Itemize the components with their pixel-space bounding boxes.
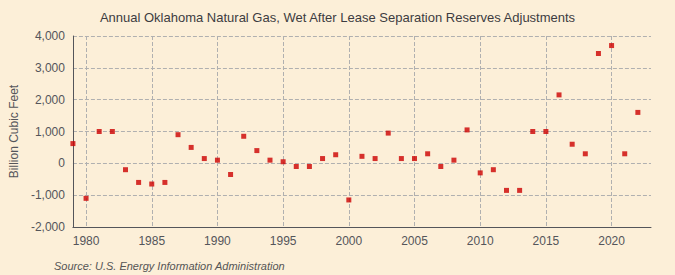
svg-text:2005: 2005 [401, 234, 428, 248]
svg-text:-2,000: -2,000 [31, 220, 65, 234]
svg-text:3,000: 3,000 [35, 61, 65, 75]
svg-text:2010: 2010 [467, 234, 494, 248]
svg-text:2,000: 2,000 [35, 93, 65, 107]
svg-text:2000: 2000 [335, 234, 362, 248]
svg-text:1990: 1990 [204, 234, 231, 248]
svg-text:Billion Cubic Feet: Billion Cubic Feet [7, 84, 21, 178]
svg-text:2020: 2020 [598, 234, 625, 248]
svg-text:1995: 1995 [270, 234, 297, 248]
svg-text:-1,000: -1,000 [31, 188, 65, 202]
svg-text:1980: 1980 [73, 234, 100, 248]
svg-text:Source: U.S. Energy Informatio: Source: U.S. Energy Information Administ… [54, 260, 285, 272]
svg-text:2015: 2015 [533, 234, 560, 248]
svg-text:1,000: 1,000 [35, 125, 65, 139]
svg-text:Annual Oklahoma Natural Gas, W: Annual Oklahoma Natural Gas, Wet After L… [100, 10, 576, 25]
svg-text:1985: 1985 [138, 234, 165, 248]
svg-text:4,000: 4,000 [35, 29, 65, 43]
svg-text:0: 0 [58, 156, 65, 170]
